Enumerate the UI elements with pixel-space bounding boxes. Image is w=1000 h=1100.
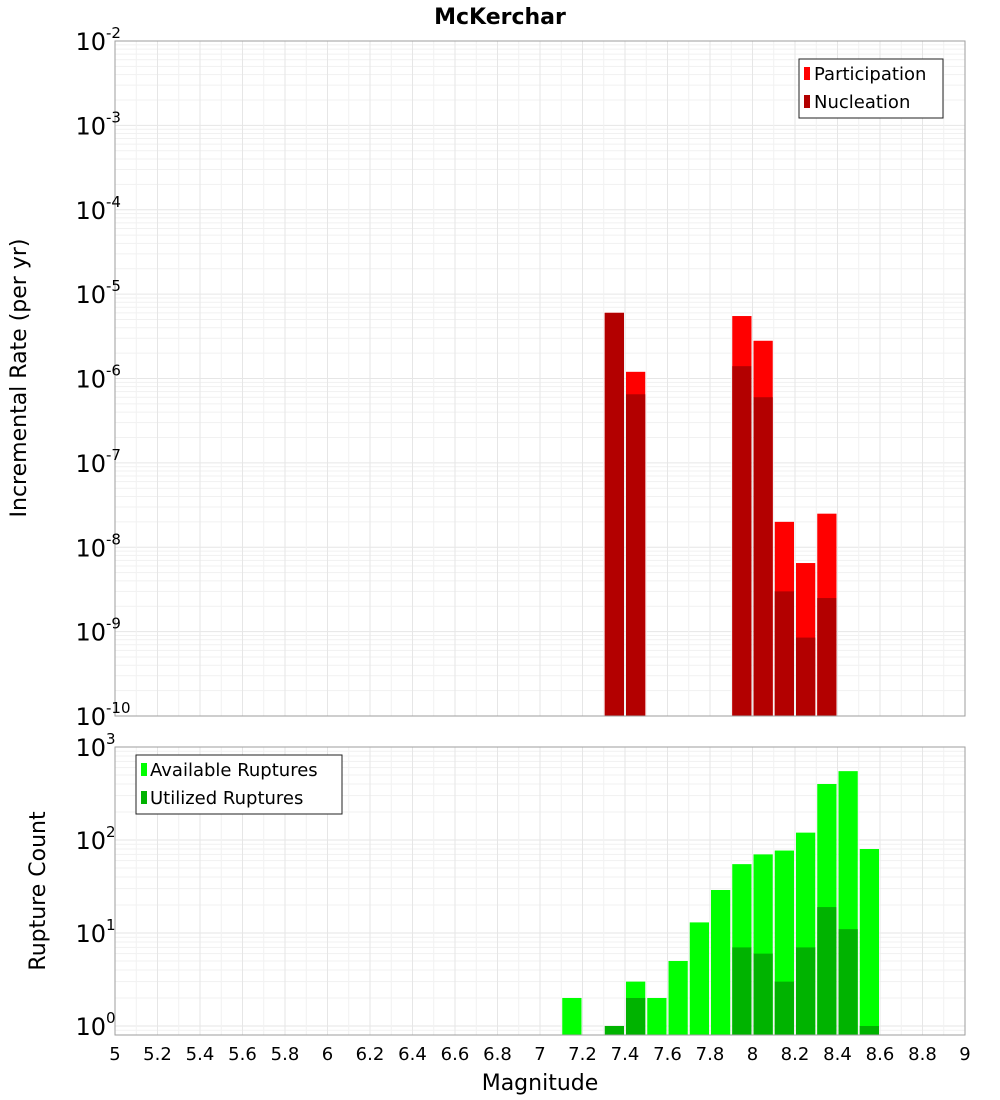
bottom-y-tick-label: 10 xyxy=(75,734,106,762)
top-bar-b xyxy=(626,394,646,716)
top-bar-b xyxy=(604,312,624,716)
x-tick-label: 6 xyxy=(322,1044,333,1065)
top-bar-b xyxy=(774,591,794,716)
top-legend-label-1: Nucleation xyxy=(814,92,910,113)
chart-title: McKerchar xyxy=(434,5,566,30)
top-y-tick-label: 10 xyxy=(75,197,106,225)
top-legend-label-0: Participation xyxy=(814,64,926,85)
x-tick-label: 6.2 xyxy=(356,1044,385,1065)
x-tick-label: 6.6 xyxy=(441,1044,470,1065)
bottom-legend-swatch-1 xyxy=(141,791,147,804)
top-bar-b xyxy=(796,637,816,716)
top-y-tick-exponent: -6 xyxy=(106,362,121,380)
x-axis-label: Magnitude xyxy=(482,1071,599,1096)
x-tick-label: 7.4 xyxy=(611,1044,640,1065)
bottom-y-tick-exponent: 1 xyxy=(106,916,116,934)
x-tick-label: 8 xyxy=(747,1044,758,1065)
bottom-bar-a xyxy=(689,922,709,1035)
bottom-y-tick-exponent: 2 xyxy=(106,823,116,841)
bottom-plot-border xyxy=(114,746,966,1036)
x-tick-label: 8.4 xyxy=(823,1044,852,1065)
x-tick-label: 5.2 xyxy=(143,1044,172,1065)
bottom-y-tick-exponent: 0 xyxy=(106,1009,116,1027)
top-y-tick-label: 10 xyxy=(75,28,106,56)
x-tick-label: 9 xyxy=(959,1044,970,1065)
bottom-bar-a xyxy=(562,997,582,1035)
bottom-bar-b xyxy=(732,947,752,1035)
bottom-bar-a xyxy=(711,889,731,1035)
top-legend-swatch-0 xyxy=(804,67,810,80)
x-tick-label: 7.6 xyxy=(653,1044,682,1065)
bottom-bar-b xyxy=(859,1025,879,1035)
bottom-legend: Available Ruptures Utilized Ruptures xyxy=(135,754,343,815)
top-bars xyxy=(604,312,837,716)
bottom-bar-b xyxy=(796,947,816,1035)
bottom-y-tick-label: 10 xyxy=(75,827,106,855)
top-legend-swatch-1 xyxy=(804,95,810,108)
top-y-tick-exponent: -7 xyxy=(106,446,121,464)
bottom-bar-b xyxy=(774,981,794,1035)
x-tick-label: 7 xyxy=(534,1044,545,1065)
top-y-tick-label: 10 xyxy=(75,281,106,309)
top-y-tick-exponent: -8 xyxy=(106,530,121,548)
x-tick-label: 7.8 xyxy=(696,1044,725,1065)
top-y-tick-exponent: -3 xyxy=(106,108,121,126)
bottom-bar-b xyxy=(838,929,858,1035)
bottom-bar-b xyxy=(604,1025,624,1035)
top-bar-b xyxy=(732,366,752,716)
top-bar-b xyxy=(753,397,773,716)
bottom-bar-b xyxy=(626,997,646,1035)
bottom-legend-swatch-0 xyxy=(141,763,147,776)
bottom-bar-b xyxy=(753,953,773,1035)
top-y-tick-label: 10 xyxy=(75,112,106,140)
top-y-tick-exponent: -4 xyxy=(106,193,121,211)
top-y-tick-label: 10 xyxy=(75,534,106,562)
bottom-y-tick-exponent: 3 xyxy=(106,730,116,748)
bottom-bar-a xyxy=(859,849,879,1035)
x-tick-label: 5.6 xyxy=(228,1044,257,1065)
bottom-legend-box xyxy=(135,754,343,815)
top-y-tick-exponent: -5 xyxy=(106,277,121,295)
bottom-bars xyxy=(562,771,879,1035)
bottom-y-axis-label: Rupture Count xyxy=(26,811,51,971)
top-y-tick-label: 10 xyxy=(75,450,106,478)
bottom-legend-label-0: Available Ruptures xyxy=(150,760,318,781)
x-tick-label: 8.8 xyxy=(908,1044,937,1065)
bottom-bar-a xyxy=(668,960,688,1035)
top-y-axis-label: Incremental Rate (per yr) xyxy=(7,239,32,518)
top-plot-border xyxy=(114,40,966,717)
x-tick-label: 6.8 xyxy=(483,1044,512,1065)
bottom-y-tick-label: 10 xyxy=(75,920,106,948)
top-y-tick-label: 10 xyxy=(75,703,106,731)
bottom-y-tick-label: 10 xyxy=(75,1013,106,1041)
top-y-tick-exponent: -2 xyxy=(106,24,121,42)
bottom-bar-a xyxy=(647,997,667,1035)
top-legend-box xyxy=(798,58,944,119)
top-bar-b xyxy=(817,598,837,716)
x-tick-label: 6.4 xyxy=(398,1044,427,1065)
x-tick-label: 5.8 xyxy=(271,1044,300,1065)
bottom-legend-label-1: Utilized Ruptures xyxy=(150,788,303,809)
top-legend: Participation Nucleation xyxy=(798,58,944,119)
x-ticks: 5 5.2 5.4 5.6 5.8 6 6.2 6.4 6.6 6.8 7 7.2 7.4 7.6 7.8 8… xyxy=(109,1044,970,1065)
bottom-bar-b xyxy=(817,907,837,1035)
x-tick-label: 7.2 xyxy=(568,1044,597,1065)
x-tick-label: 5.4 xyxy=(186,1044,215,1065)
top-y-tick-exponent: -10 xyxy=(106,699,131,717)
top-y-tick-exponent: -9 xyxy=(106,615,121,633)
x-tick-label: 5 xyxy=(109,1044,120,1065)
x-tick-label: 8.6 xyxy=(866,1044,895,1065)
x-tick-label: 8.2 xyxy=(781,1044,810,1065)
top-y-tick-label: 10 xyxy=(75,366,106,394)
top-y-tick-label: 10 xyxy=(75,619,106,647)
top-grid xyxy=(114,41,966,716)
